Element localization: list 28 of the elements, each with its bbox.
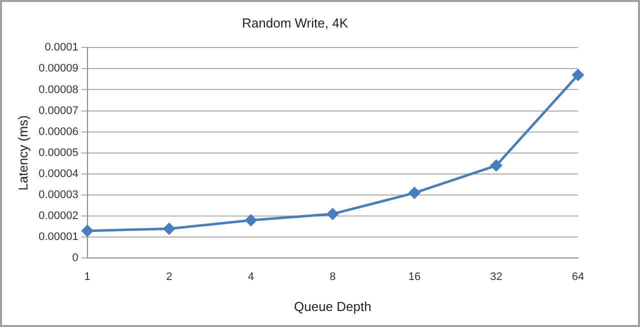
- x-tick-label: 16: [408, 270, 421, 283]
- point: [326, 208, 338, 220]
- x-tick-label: 1: [84, 270, 90, 283]
- chart-title: Random Write, 4K: [242, 15, 348, 30]
- x-tick-label: 2: [166, 270, 172, 283]
- y-tick-label: 0.00005: [38, 146, 78, 159]
- y-tick-label: 0.00001: [38, 231, 78, 244]
- y-tick-label: 0: [72, 252, 78, 264]
- x-tick-label: 4: [248, 270, 254, 283]
- y-tick-label: 0.00009: [38, 62, 78, 75]
- point: [245, 214, 257, 226]
- y-axis-title: Latency (ms): [15, 115, 30, 190]
- y-tick-label: 0.00003: [38, 189, 78, 202]
- point: [490, 160, 502, 172]
- y-tick-label: 0.00008: [38, 84, 78, 96]
- y-tick-label: 0.0001: [44, 42, 78, 54]
- x-axis-title: Queue Depth: [294, 298, 372, 314]
- y-tick-label: 0.00006: [38, 126, 78, 138]
- point: [408, 187, 420, 199]
- x-tick-label: 32: [490, 270, 502, 283]
- x-tick-label: 64: [572, 270, 584, 283]
- point: [572, 69, 584, 81]
- y-tick-label: 0.00004: [38, 168, 78, 180]
- point: [82, 225, 94, 237]
- x-tick-label: 8: [330, 270, 336, 283]
- y-tick-label: 0.00002: [38, 210, 78, 222]
- point: [163, 222, 175, 234]
- y-tick-label: 0.00007: [38, 104, 78, 117]
